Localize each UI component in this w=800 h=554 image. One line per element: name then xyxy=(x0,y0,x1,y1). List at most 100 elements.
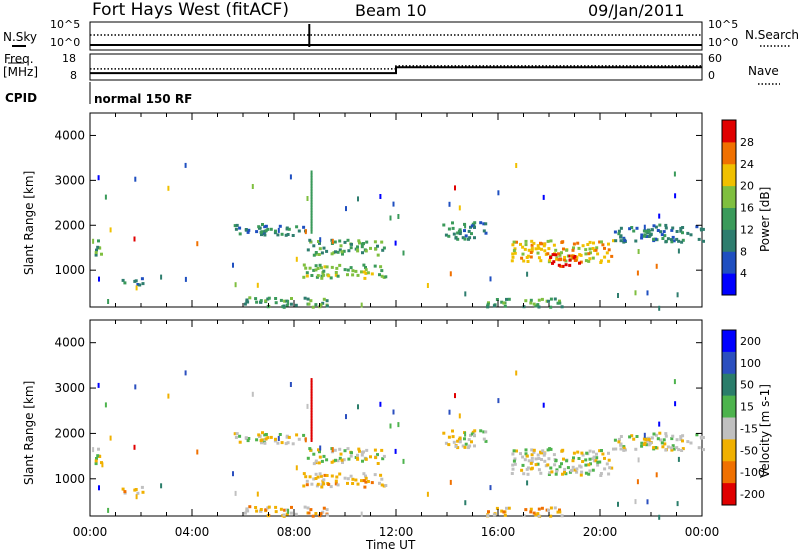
data-cell xyxy=(343,476,347,480)
data-cell xyxy=(617,440,621,444)
data-cell xyxy=(257,225,261,229)
data-cell xyxy=(458,436,462,440)
data-cell xyxy=(238,434,242,438)
data-cell xyxy=(315,484,319,488)
data-cell xyxy=(473,433,476,437)
data-cell xyxy=(314,251,318,254)
data-cell xyxy=(482,222,486,226)
data-cell xyxy=(310,399,313,404)
data-cell xyxy=(529,298,533,302)
data-cell xyxy=(676,292,679,298)
data-cell xyxy=(267,296,271,300)
data-cell xyxy=(573,468,577,472)
data-cell xyxy=(619,435,623,438)
data-cell xyxy=(449,479,452,485)
data-cell xyxy=(613,438,617,442)
data-cell xyxy=(256,491,259,497)
data-cell xyxy=(640,444,644,448)
data-cell xyxy=(659,230,663,234)
power-colorbar-label: Power [dB] xyxy=(758,186,772,252)
data-cell xyxy=(670,238,673,242)
data-cell xyxy=(456,439,460,443)
data-cell xyxy=(447,443,451,447)
data-cell xyxy=(317,461,321,465)
data-cell xyxy=(283,299,287,303)
data-cell xyxy=(357,447,361,451)
colorbar-swatch xyxy=(722,373,736,397)
freq-unit: [MHz] xyxy=(3,65,39,79)
data-cell xyxy=(308,238,312,242)
y-tick-label: 3000 xyxy=(54,173,85,187)
data-cell xyxy=(542,402,545,408)
data-cell xyxy=(321,510,325,514)
data-cell xyxy=(658,305,661,311)
data-cell xyxy=(679,437,683,441)
data-cell xyxy=(575,467,579,471)
colorbar-tick-label: 24 xyxy=(740,158,754,171)
data-cell xyxy=(701,436,705,439)
data-cell xyxy=(689,441,693,445)
data-cell xyxy=(524,299,528,303)
data-cell xyxy=(581,244,585,248)
colorbar-swatch xyxy=(722,461,736,484)
data-cell xyxy=(136,491,140,495)
data-cell xyxy=(595,452,598,456)
data-cell xyxy=(529,507,533,511)
data-cell xyxy=(134,176,137,182)
data-cell xyxy=(681,238,685,242)
data-cell xyxy=(497,190,500,196)
data-cell xyxy=(526,472,530,476)
data-cell xyxy=(530,453,534,457)
data-cell xyxy=(536,303,540,307)
data-cell xyxy=(310,186,313,191)
data-cell xyxy=(534,247,538,251)
data-cell xyxy=(565,459,569,463)
data-cell xyxy=(289,174,292,180)
data-cell xyxy=(513,251,517,255)
data-cell xyxy=(680,240,684,244)
data-cell xyxy=(632,437,636,441)
data-cell xyxy=(316,267,320,270)
data-cell xyxy=(317,448,320,452)
data-cell xyxy=(334,250,337,254)
data-cell xyxy=(351,273,355,277)
data-cell xyxy=(511,463,515,467)
data-cell xyxy=(392,201,395,207)
data-cell xyxy=(314,461,318,465)
data-cell xyxy=(327,274,331,278)
data-cell xyxy=(310,435,313,440)
data-cell xyxy=(558,510,562,514)
data-cell xyxy=(322,454,326,458)
data-cell xyxy=(526,480,529,486)
data-cell xyxy=(302,275,306,279)
data-cell xyxy=(167,185,170,191)
data-cell xyxy=(520,468,524,472)
data-cell xyxy=(644,229,648,233)
data-cell xyxy=(255,438,259,442)
data-cell xyxy=(309,240,313,244)
data-cell xyxy=(310,402,313,407)
data-cell xyxy=(588,240,592,244)
data-cell xyxy=(274,505,278,509)
data-cell xyxy=(316,482,320,486)
data-cell xyxy=(543,242,547,246)
data-cell xyxy=(622,448,626,452)
data-cell xyxy=(339,452,343,456)
colorbar-swatch xyxy=(722,163,736,187)
data-cell xyxy=(426,283,429,288)
data-cell xyxy=(534,304,538,308)
data-cell xyxy=(382,246,386,250)
data-cell xyxy=(558,508,561,512)
data-cell xyxy=(303,296,307,300)
data-cell xyxy=(382,484,386,488)
data-cell xyxy=(512,240,516,244)
data-cell xyxy=(663,234,667,238)
data-cell xyxy=(473,444,476,448)
data-cell xyxy=(522,472,526,476)
data-cell xyxy=(570,256,574,260)
data-cell xyxy=(495,506,499,510)
data-cell xyxy=(463,437,466,441)
date-label: 09/Jan/2011 xyxy=(588,1,685,20)
data-cell xyxy=(331,238,334,244)
data-cell xyxy=(362,450,365,454)
